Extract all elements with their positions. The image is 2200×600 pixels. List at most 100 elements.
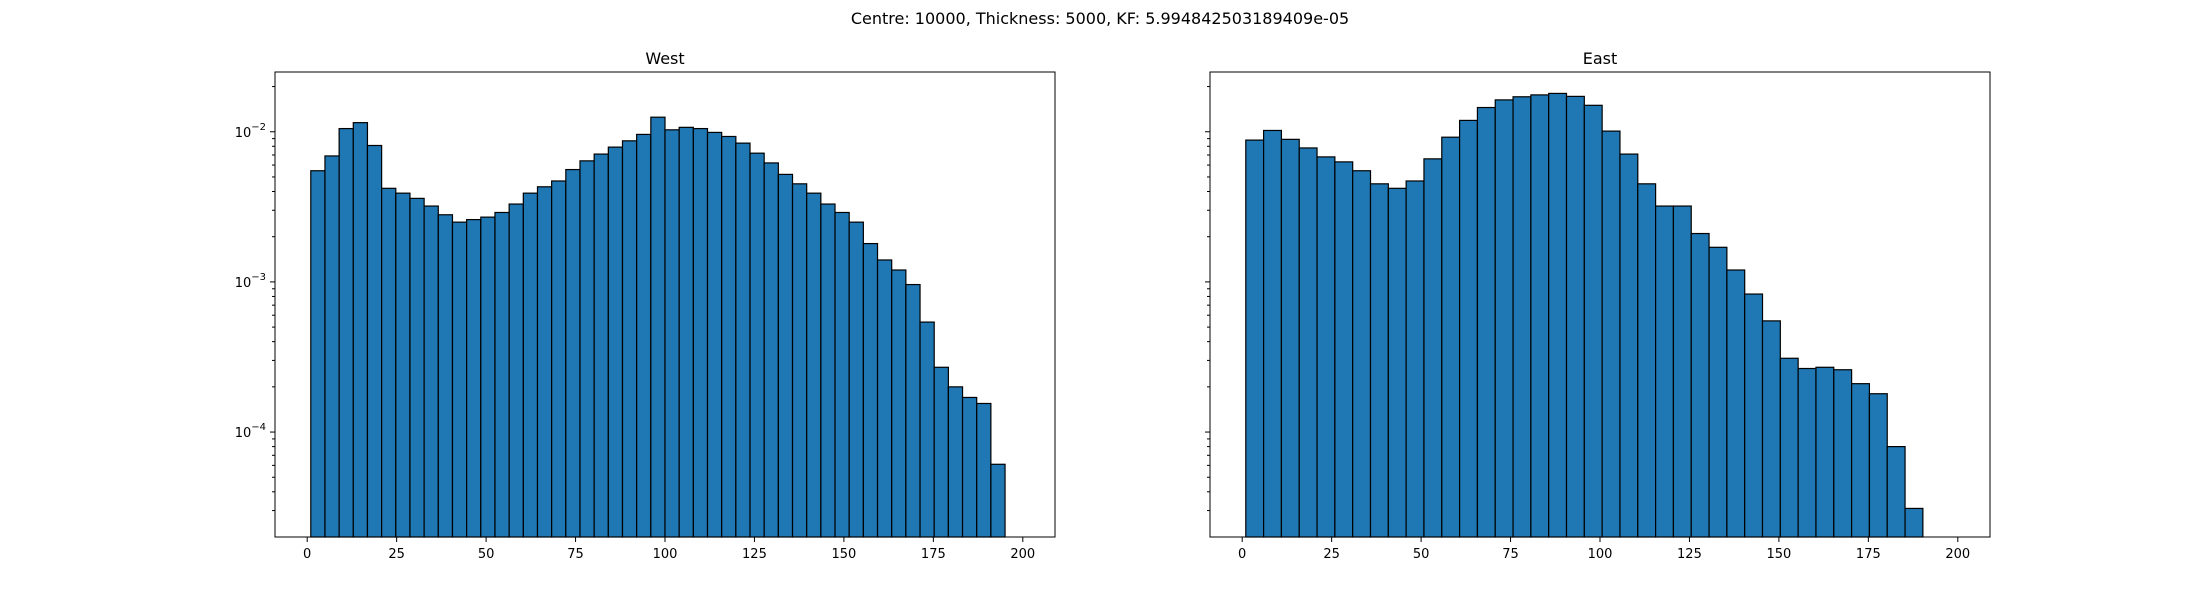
west-bar <box>706 131 723 538</box>
east-bar <box>1334 161 1354 538</box>
west-bar <box>352 122 369 538</box>
west-bar <box>777 173 794 538</box>
east-bar <box>1387 187 1407 538</box>
west-bar <box>664 129 680 538</box>
west-bar <box>947 386 964 538</box>
east-bar <box>1886 446 1906 538</box>
east-bar <box>1601 130 1621 538</box>
east-x-tick-label: 175 <box>1856 547 1881 562</box>
west-x-tick-label: 25 <box>388 547 405 562</box>
east-bar <box>1352 170 1372 538</box>
west-axes: West 0 25 50 75 100 125 150 175 200 10−410−310−2 <box>235 49 1056 562</box>
east-axes: East 0 25 50 75 100 125 150 175 200 <box>1205 49 1991 562</box>
west-bar <box>749 152 765 538</box>
west-bar <box>636 133 652 538</box>
west-x-tick-label: 125 <box>742 547 767 562</box>
east-bar <box>1262 129 1283 538</box>
east-bar <box>1815 366 1835 538</box>
east-bar <box>1565 95 1585 538</box>
west-bar <box>494 211 510 538</box>
east-x-tick-label: 50 <box>1413 547 1430 562</box>
east-bars <box>1245 92 1924 538</box>
east-bar <box>1441 136 1461 538</box>
east-bar <box>1530 94 1550 538</box>
east-bar <box>1298 147 1318 538</box>
east-x-tick-label: 150 <box>1766 547 1791 562</box>
west-bar <box>423 205 439 538</box>
east-x-tick-label: 200 <box>1945 547 1970 562</box>
east-bar <box>1744 293 1764 538</box>
west-bar <box>763 162 779 538</box>
west-x-tick-label: 0 <box>303 547 311 562</box>
east-axes-frame <box>1209 71 1991 538</box>
west-bar <box>508 203 524 538</box>
west-bar <box>451 221 468 538</box>
east-x-axis: 0 25 50 75 100 125 150 175 200 <box>1238 537 1970 562</box>
west-bar <box>820 203 836 538</box>
east-bar <box>1476 106 1496 538</box>
east-x-tick-label: 125 <box>1677 547 1702 562</box>
east-bar <box>1779 357 1799 538</box>
east-bar <box>1423 158 1443 538</box>
west-bar <box>721 135 737 538</box>
west-x-axis: 0 25 50 75 100 125 150 175 200 <box>303 537 1035 562</box>
figure-suptitle: Centre: 10000, Thickness: 5000, KF: 5.99… <box>851 9 1349 28</box>
west-x-tick-label: 100 <box>653 547 678 562</box>
east-bar <box>1512 96 1532 538</box>
west-bar <box>409 197 425 538</box>
west-bar <box>607 146 624 538</box>
east-bar <box>1868 393 1888 538</box>
west-bar <box>834 211 850 538</box>
west-bar <box>466 218 482 538</box>
east-bar <box>1797 367 1817 538</box>
east-bar <box>1708 246 1728 538</box>
east-bar <box>1637 183 1657 538</box>
east-bar <box>1458 119 1479 538</box>
west-x-tick-label: 75 <box>567 547 584 562</box>
west-bar <box>848 221 864 538</box>
west-x-tick-label: 175 <box>921 547 946 562</box>
west-bar <box>480 216 496 538</box>
west-bar <box>919 321 935 538</box>
east-title: East <box>1583 49 1618 68</box>
east-bar <box>1316 156 1336 538</box>
west-bar <box>522 192 539 538</box>
west-bar <box>536 186 553 538</box>
west-bar <box>791 183 808 538</box>
west-x-tick-label: 50 <box>478 547 495 562</box>
west-bar <box>338 127 354 538</box>
west-axes-frame <box>274 71 1056 538</box>
west-bar <box>933 366 949 538</box>
west-bar <box>593 153 609 538</box>
west-bar <box>678 126 694 538</box>
east-x-tick-label: 100 <box>1588 547 1613 562</box>
east-bar <box>1280 138 1300 538</box>
west-bar <box>621 140 638 538</box>
east-bar <box>1654 205 1675 538</box>
west-bar <box>862 242 879 538</box>
east-bar <box>1690 232 1710 538</box>
west-bar <box>565 168 581 538</box>
west-bar <box>650 116 666 538</box>
west-bar <box>735 142 751 538</box>
west-bar <box>961 396 978 538</box>
east-bar <box>1904 507 1924 538</box>
west-bar <box>551 180 567 538</box>
west-bar <box>692 127 709 538</box>
east-bar <box>1761 320 1781 538</box>
east-bar <box>1672 205 1692 538</box>
west-bar <box>381 187 397 538</box>
west-bar <box>990 463 1006 538</box>
west-bar <box>976 402 992 538</box>
east-bar <box>1369 183 1389 538</box>
east-bar <box>1833 369 1853 538</box>
east-bar <box>1850 383 1871 538</box>
west-bar <box>395 192 411 538</box>
east-x-tick-label: 75 <box>1502 547 1519 562</box>
east-bar <box>1619 153 1639 538</box>
west-bar <box>876 259 893 538</box>
east-bar <box>1494 99 1514 538</box>
west-bar <box>324 155 340 538</box>
west-bar <box>437 214 454 538</box>
